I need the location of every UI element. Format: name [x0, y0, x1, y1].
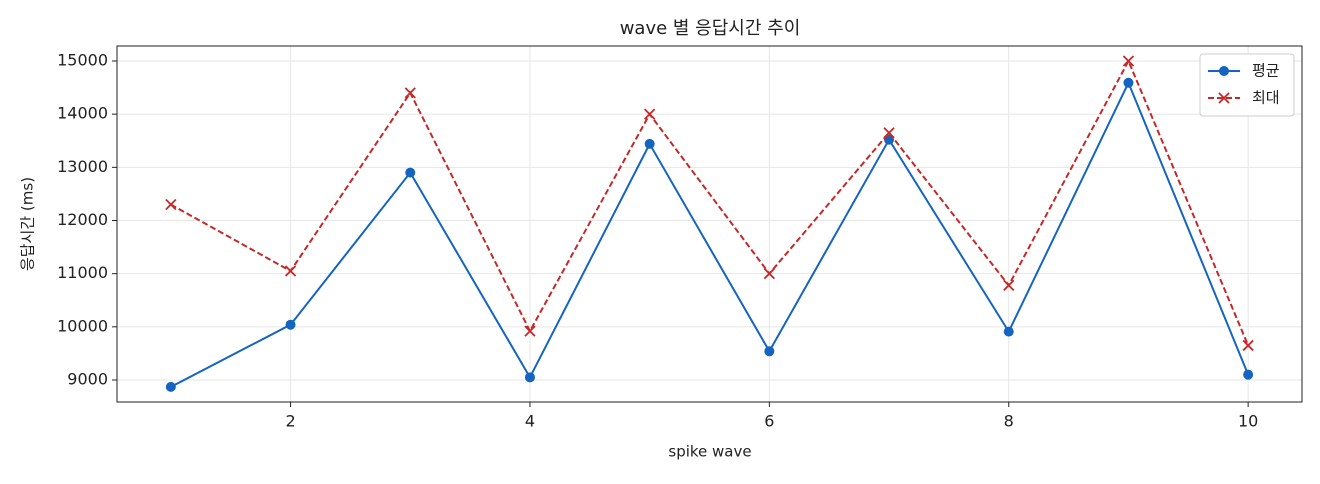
x-tick-label: 6 — [764, 412, 774, 431]
marker — [883, 127, 895, 139]
line — [170, 80, 1250, 388]
x-tick-label: 4 — [525, 412, 535, 431]
marker — [1122, 55, 1135, 67]
marker — [644, 138, 655, 149]
y-tick-label: 14000 — [57, 104, 108, 123]
x-axis-label: spike wave — [668, 443, 751, 461]
marker — [524, 325, 536, 337]
marker — [1242, 339, 1254, 352]
legend-label: 최대 — [1252, 89, 1280, 107]
y-tick-label: 11000 — [57, 263, 108, 282]
marker — [1003, 279, 1015, 291]
marker — [165, 381, 176, 392]
y-tick-label: 13000 — [57, 157, 108, 176]
plot-frame — [116, 45, 1303, 403]
x-tick-label: 8 — [1004, 412, 1014, 431]
marker — [284, 265, 297, 277]
x-tick-label: 2 — [285, 412, 295, 431]
y-tick-label: 12000 — [57, 210, 108, 229]
marker — [764, 346, 775, 357]
x-tick-label: 10 — [1238, 412, 1258, 431]
line — [170, 58, 1250, 346]
marker — [1243, 369, 1254, 380]
y-tick-label: 10000 — [57, 316, 108, 335]
marker — [644, 108, 656, 120]
marker — [524, 372, 535, 383]
marker — [165, 198, 177, 211]
marker — [1003, 326, 1014, 337]
y-tick-label: 15000 — [57, 50, 108, 69]
marker — [404, 87, 416, 99]
legend-marker — [1218, 92, 1230, 104]
marker — [285, 319, 296, 330]
legend-label: 평균 — [1252, 62, 1280, 80]
y-axis-label: 응답시간 (ms) — [19, 177, 37, 271]
y-tick-label: 9000 — [67, 369, 108, 388]
marker — [763, 268, 775, 280]
marker — [1123, 77, 1134, 88]
legend-box — [1199, 53, 1295, 117]
chart-title: wave 별 응답시간 추이 — [620, 18, 801, 39]
marker — [405, 167, 416, 178]
legend-marker — [1219, 66, 1229, 76]
